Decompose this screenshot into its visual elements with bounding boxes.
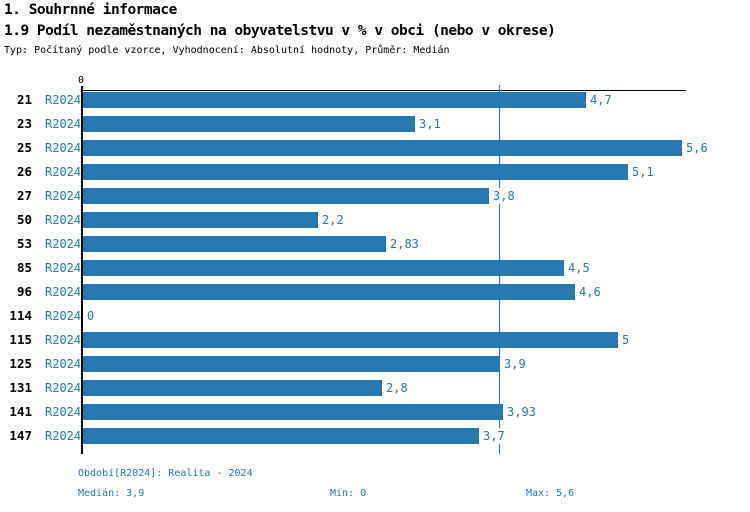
x-axis-line xyxy=(82,90,686,91)
row-series-label: R2024 xyxy=(45,165,82,179)
row-series-label: R2024 xyxy=(45,429,82,443)
row-series-label: R2024 xyxy=(45,261,82,275)
min-stat-label: Min: 0 xyxy=(330,488,367,499)
bar-value-label: 3,7 xyxy=(483,428,508,444)
row-series-label: R2024 xyxy=(45,405,82,419)
row-category-label: 27 xyxy=(16,188,32,203)
row-series-label: R2024 xyxy=(45,309,82,323)
bar xyxy=(83,380,382,396)
row-series-label: R2024 xyxy=(45,93,82,107)
row-category-label: 125 xyxy=(9,356,32,371)
row-category-label: 147 xyxy=(9,428,32,443)
bar xyxy=(83,260,564,276)
row-series-label: R2024 xyxy=(45,117,82,131)
row-series-label: R2024 xyxy=(45,381,82,395)
chart-row: 53 R2024 2,83 xyxy=(0,236,750,252)
bar-value-label: 3,9 xyxy=(504,356,529,372)
bar-value-label: 4,6 xyxy=(579,284,604,300)
chart-row: 114 R2024 0 xyxy=(0,308,750,324)
chart-row: 50 R2024 2,2 xyxy=(0,212,750,228)
median-stat-label: Medián: 3,9 xyxy=(78,488,145,499)
row-series-label: R2024 xyxy=(45,333,82,347)
bar-value-label: 2,83 xyxy=(390,236,422,252)
section-title: 1. Souhrnné informace xyxy=(4,2,177,18)
chart-title: 1.9 Podíl nezaměstnaných na obyvatelstvu… xyxy=(4,23,556,39)
chart-row: 131 R2024 2,8 xyxy=(0,380,750,396)
chart-row: 23 R2024 3,1 xyxy=(0,116,750,132)
row-series-label: R2024 xyxy=(45,141,82,155)
row-series-label: R2024 xyxy=(45,213,82,227)
chart-row: 115 R2024 5 xyxy=(0,332,750,348)
bar-value-label: 4,5 xyxy=(568,260,593,276)
chart-row: 25 R2024 5,6 xyxy=(0,140,750,156)
chart-row: 85 R2024 4,5 xyxy=(0,260,750,276)
row-category-label: 114 xyxy=(9,308,32,323)
row-series-label: R2024 xyxy=(45,357,82,371)
row-category-label: 131 xyxy=(9,380,32,395)
bar-value-label: 0 xyxy=(87,308,98,324)
bar xyxy=(83,356,500,372)
row-category-label: 141 xyxy=(9,404,32,419)
bar xyxy=(83,404,503,420)
bar xyxy=(83,164,628,180)
row-series-label: R2024 xyxy=(45,285,82,299)
bar-value-label: 5 xyxy=(622,332,633,348)
row-category-label: 53 xyxy=(16,236,32,251)
bar xyxy=(83,332,618,348)
row-series-label: R2024 xyxy=(45,237,82,251)
row-category-label: 21 xyxy=(16,92,32,107)
chart-row: 141 R2024 3,93 xyxy=(0,404,750,420)
bar xyxy=(83,92,586,108)
bar xyxy=(83,140,682,156)
period-label: Období[R2024]: Realita - 2024 xyxy=(78,468,253,479)
bar xyxy=(83,236,386,252)
row-category-label: 23 xyxy=(16,116,32,131)
bar xyxy=(83,212,318,228)
bar-value-label: 5,6 xyxy=(686,140,711,156)
row-category-label: 25 xyxy=(16,140,32,155)
chart-row: 125 R2024 3,9 xyxy=(0,356,750,372)
x-axis-origin-label: 0 xyxy=(77,75,84,86)
bar-value-label: 2,2 xyxy=(322,212,347,228)
bar-value-label: 4,7 xyxy=(590,92,615,108)
chart-subtitle: Typ: Počítaný podle vzorce, Vyhodnocení:… xyxy=(4,45,450,56)
bar-value-label: 3,93 xyxy=(507,404,539,420)
bar-value-label: 3,8 xyxy=(493,188,518,204)
bar xyxy=(83,284,575,300)
row-category-label: 26 xyxy=(16,164,32,179)
bar-value-label: 3,1 xyxy=(419,116,444,132)
chart-row: 21 R2024 4,7 xyxy=(0,92,750,108)
bar-value-label: 2,8 xyxy=(386,380,411,396)
chart-row: 147 R2024 3,7 xyxy=(0,428,750,444)
row-series-label: R2024 xyxy=(45,189,82,203)
bar-value-label: 5,1 xyxy=(632,164,657,180)
max-stat-label: Max: 5,6 xyxy=(526,488,575,499)
bar xyxy=(83,188,489,204)
bar xyxy=(83,428,479,444)
bar xyxy=(83,116,415,132)
chart-row: 26 R2024 5,1 xyxy=(0,164,750,180)
row-category-label: 85 xyxy=(16,260,32,275)
chart-row: 96 R2024 4,6 xyxy=(0,284,750,300)
row-category-label: 96 xyxy=(16,284,32,299)
y-axis-line xyxy=(81,86,83,454)
chart-row: 27 R2024 3,8 xyxy=(0,188,750,204)
row-category-label: 50 xyxy=(16,212,32,227)
row-category-label: 115 xyxy=(9,332,32,347)
